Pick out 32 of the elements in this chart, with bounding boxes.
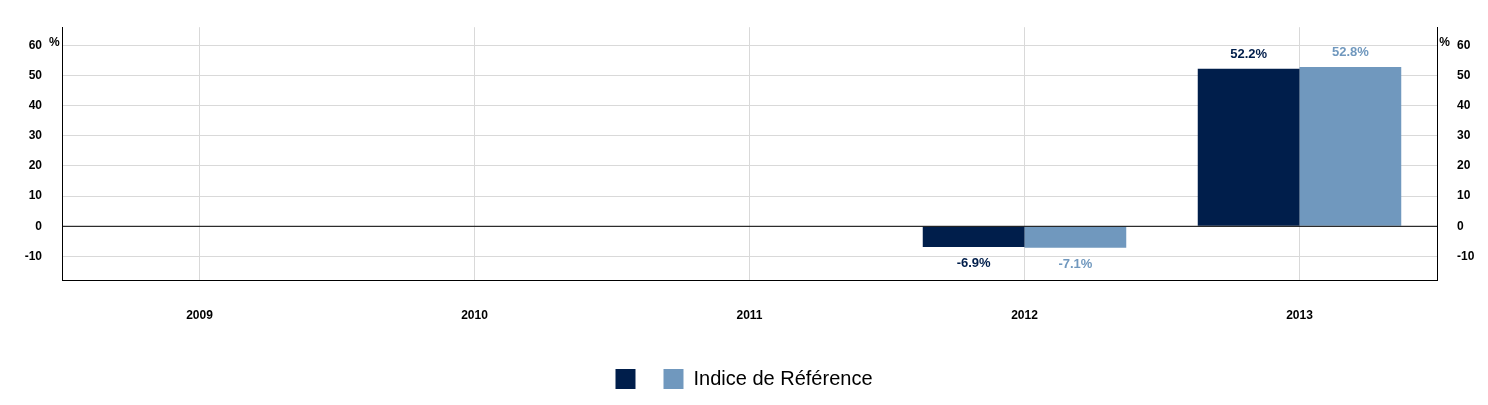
legend-label: Indice de Référence <box>693 366 873 389</box>
x-tick-label: 2013 <box>1286 308 1314 323</box>
data-label: 52.8% <box>1331 44 1370 60</box>
bar <box>1299 67 1402 226</box>
y2-axis-title: % <box>1439 34 1451 49</box>
data-label: -7.1% <box>1058 255 1093 271</box>
y2-tick-label: 10 <box>1457 188 1471 203</box>
y-tick-label: 40 <box>28 97 43 112</box>
y-tick-label: 10 <box>28 188 43 203</box>
x-tick-label: 2009 <box>186 308 214 323</box>
y-tick-label: -10 <box>24 248 43 263</box>
x-tick-label: 2012 <box>1011 308 1039 323</box>
bar <box>1024 226 1127 248</box>
data-label: -6.9% <box>956 255 992 271</box>
y2-tick-label: -10 <box>1457 248 1475 263</box>
y2-tick-label: 30 <box>1457 128 1471 143</box>
y2-tick-label: 60 <box>1457 37 1471 52</box>
bar <box>922 226 1025 248</box>
y-tick-label: 60 <box>28 37 43 52</box>
y2-tick-label: 0 <box>1457 218 1464 233</box>
x-tick-label: 2011 <box>736 308 763 323</box>
y-tick-label: 30 <box>28 128 43 143</box>
y2-tick-label: 50 <box>1457 67 1471 82</box>
y-tick-label: 20 <box>28 158 43 173</box>
y2-tick-label: 20 <box>1457 158 1471 173</box>
y-axis-title: % <box>49 34 60 49</box>
y2-tick-label: 40 <box>1457 97 1471 112</box>
y-tick-label: 50 <box>28 67 43 82</box>
y-tick-label: 0 <box>35 218 43 233</box>
data-label: 52.2% <box>1230 45 1268 61</box>
x-tick-label: 2010 <box>461 308 489 323</box>
bar <box>1197 68 1300 226</box>
